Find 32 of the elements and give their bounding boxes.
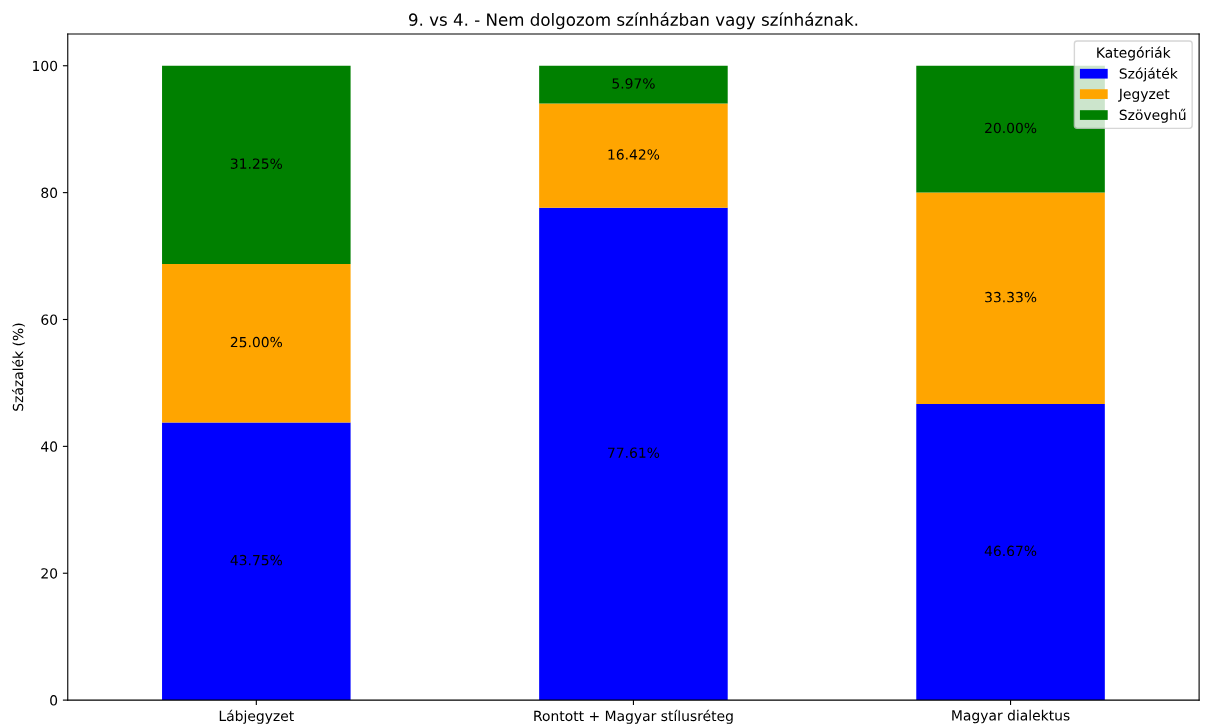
- data-label: 25.00%: [230, 336, 283, 348]
- data-label: 16.42%: [608, 149, 660, 160]
- y-tick-label: 60: [41, 314, 58, 325]
- y-axis-title: Százalék (%): [11, 323, 25, 411]
- y-tick-label: 20: [41, 568, 58, 579]
- chart-title: 9. vs 4. - Nem dolgozom színházban vagy színháznak.: [409, 12, 858, 30]
- y-tick-label: 40: [41, 441, 58, 452]
- legend-title: Kategóriák: [1097, 46, 1171, 61]
- bar: [916, 404, 1105, 701]
- data-label: 46.67%: [984, 545, 1037, 557]
- data-label: 5.97%: [612, 78, 655, 89]
- data-label: 77.61%: [608, 447, 660, 458]
- y-tick-label: 100: [33, 60, 58, 72]
- data-label: 20.00%: [985, 122, 1037, 134]
- data-label: 33.33%: [985, 291, 1037, 303]
- bar: [539, 207, 728, 701]
- data-label: 43.75%: [230, 554, 283, 566]
- x-tick-label: Magyar dialektus: [952, 709, 1070, 724]
- bar: [539, 65, 728, 104]
- x-tick-label: Lábjegyzet: [219, 709, 294, 724]
- y-tick-label: 80: [41, 187, 58, 199]
- legend-label: Jegyzet: [1118, 88, 1170, 102]
- bar: [162, 65, 351, 264]
- bar: [916, 192, 1105, 405]
- bar: [162, 422, 351, 701]
- y-tick-label: 0: [50, 695, 58, 706]
- bar: [162, 263, 351, 423]
- data-label: 31.25%: [230, 158, 283, 169]
- bar: [539, 103, 728, 208]
- x-tick-label: Rontott + Magyar stílusréteg: [534, 709, 733, 724]
- legend-label: Szójáték: [1119, 67, 1178, 82]
- legend-label: Szöveghű: [1119, 108, 1186, 123]
